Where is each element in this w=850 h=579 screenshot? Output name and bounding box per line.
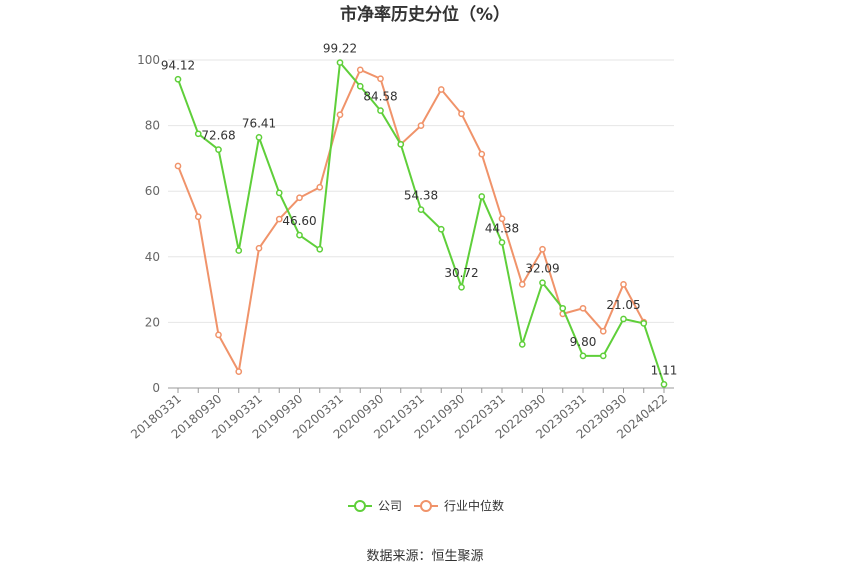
data-label: 32.09 xyxy=(525,262,559,276)
data-label: 9.80 xyxy=(570,335,597,349)
source-note: 数据来源：恒生聚源 xyxy=(366,549,483,564)
data-point[interactable] xyxy=(275,189,283,197)
data-point[interactable] xyxy=(316,245,324,253)
data-point[interactable] xyxy=(620,281,627,288)
data-point[interactable] xyxy=(498,239,506,246)
data-point[interactable] xyxy=(579,304,587,312)
data-point[interactable] xyxy=(518,341,526,348)
legend-item-0[interactable]: 公司 xyxy=(348,499,402,513)
legend-label: 公司 xyxy=(378,499,402,513)
data-point[interactable] xyxy=(559,304,567,312)
chart-title: 市净率历史分位（%） xyxy=(340,4,510,25)
data-point[interactable] xyxy=(660,381,668,388)
data-point[interactable] xyxy=(620,315,627,323)
legend[interactable]: 公司 行业中位数 xyxy=(348,498,504,513)
data-point[interactable] xyxy=(478,150,486,158)
data-label: 46.60 xyxy=(282,214,316,228)
data-point[interactable] xyxy=(336,111,344,119)
data-point[interactable] xyxy=(377,75,384,83)
data-point[interactable] xyxy=(599,352,607,360)
data-point[interactable] xyxy=(539,279,546,287)
data-point[interactable] xyxy=(255,244,263,252)
y-tick-label: 0 xyxy=(152,381,160,395)
data-point[interactable] xyxy=(174,75,182,83)
series-line xyxy=(177,68,645,375)
data-label: 30.72 xyxy=(444,266,478,280)
series-0 xyxy=(174,59,668,388)
data-point[interactable] xyxy=(215,331,222,339)
data-label: 76.41 xyxy=(242,116,276,130)
data-point[interactable] xyxy=(194,213,202,221)
data-point[interactable] xyxy=(579,352,587,360)
y-tick-label: 60 xyxy=(145,184,160,198)
x-axis: 2018033120180930201903312019093020200331… xyxy=(128,388,670,442)
legend-label: 行业中位数 xyxy=(444,498,504,513)
data-point[interactable] xyxy=(397,140,405,148)
data-label: 44.38 xyxy=(485,221,519,235)
data-label: 84.58 xyxy=(363,90,397,104)
data-label: 1.11 xyxy=(651,363,678,377)
data-label: 21.05 xyxy=(606,298,640,312)
legend-marker xyxy=(354,500,366,512)
data-point[interactable] xyxy=(417,206,425,213)
y-tick-label: 80 xyxy=(145,119,160,133)
data-point[interactable] xyxy=(235,247,243,254)
y-tick-label: 100 xyxy=(137,53,160,67)
data-label: 94.12 xyxy=(161,58,195,72)
data-point[interactable] xyxy=(336,59,344,66)
data-point[interactable] xyxy=(356,82,364,90)
data-point[interactable] xyxy=(539,245,546,253)
data-labels: 94.12 72.68 76.41 46.60 99.22 84.58 54.38 30.72… xyxy=(161,42,678,378)
data-point[interactable] xyxy=(417,122,425,129)
data-point[interactable] xyxy=(296,194,303,202)
legend-item-1[interactable]: 行业中位数 xyxy=(414,498,504,513)
data-label: 54.38 xyxy=(404,189,438,203)
y-tick-label: 40 xyxy=(145,250,160,264)
data-point[interactable] xyxy=(458,283,465,291)
data-point[interactable] xyxy=(255,134,263,141)
data-label: 72.68 xyxy=(201,129,235,143)
y-tick-label: 20 xyxy=(145,315,160,329)
data-point[interactable] xyxy=(235,368,243,375)
data-point[interactable] xyxy=(215,146,222,153)
data-point[interactable] xyxy=(498,215,506,223)
y-axis: 0 20 40 60 80 100 xyxy=(137,53,160,395)
data-point[interactable] xyxy=(296,231,303,239)
data-label: 99.22 xyxy=(323,42,357,56)
data-point[interactable] xyxy=(640,320,648,327)
data-point[interactable] xyxy=(458,110,465,118)
series-layer xyxy=(174,59,668,388)
data-point[interactable] xyxy=(316,183,324,191)
data-point[interactable] xyxy=(518,281,526,288)
series-1 xyxy=(174,66,648,375)
data-point[interactable] xyxy=(356,66,364,74)
data-point[interactable] xyxy=(275,215,283,223)
legend-marker xyxy=(420,500,432,512)
data-point[interactable] xyxy=(478,193,486,200)
data-point[interactable] xyxy=(437,225,445,233)
data-point[interactable] xyxy=(377,107,384,114)
data-point[interactable] xyxy=(174,162,182,170)
data-point[interactable] xyxy=(194,130,202,138)
data-point[interactable] xyxy=(437,86,445,93)
data-point[interactable] xyxy=(599,327,607,335)
